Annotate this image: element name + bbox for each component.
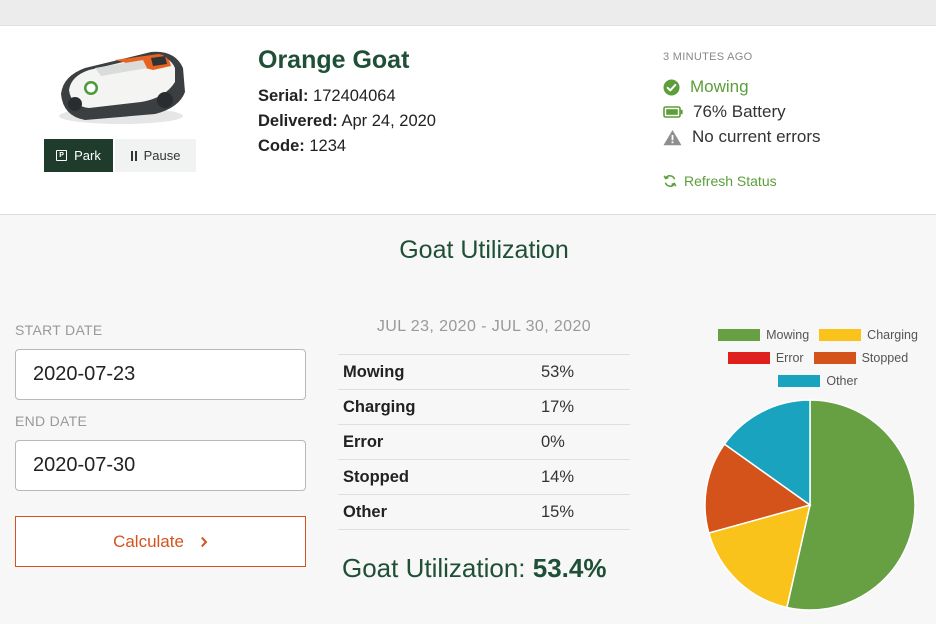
legend-swatch [718,328,761,341]
table-row: Mowing 53% [338,354,630,390]
legend-swatch [813,351,856,364]
legend-label: Stopped [861,350,909,365]
serial-value: 172404064 [313,87,396,105]
utilization-total-label: Goat Utilization: [342,553,526,583]
date-range: JUL 23, 2020 - JUL 30, 2020 [376,318,592,335]
mower-image [59,51,185,124]
chevron-right-icon [201,536,208,547]
pie-legend: Mowing Charging Error Stopped Other [700,323,936,392]
goat-card: P Park Pause Orange Goat Serial: 1724040… [0,26,936,215]
end-date-input[interactable] [15,440,306,491]
pie-slice-stopped[interactable] [704,443,812,534]
utilization-table: Mowing 53% Charging 17% Error 0% Stopped… [338,354,630,530]
start-date-input[interactable] [15,349,306,400]
legend-swatch [819,328,862,341]
status-errors-text: No current errors [692,127,821,146]
utilization-title: Goat Utilization [399,236,569,264]
code-value: 1234 [309,137,347,155]
category-cell: Stopped [338,459,541,495]
start-date-label: START DATE [15,322,103,338]
category-cell: Other [338,494,541,530]
legend-swatch [727,351,770,364]
percent-cell: 17% [541,389,630,425]
status-errors: No current errors [663,127,820,147]
status-mowing: Mowing [663,77,749,97]
warning-icon [663,129,682,145]
percent-cell: 15% [541,494,630,530]
legend-item-mowing[interactable]: Mowing [718,328,809,342]
pause-button[interactable]: Pause [115,139,196,172]
battery-icon [663,106,683,118]
status-mowing-text: Mowing [690,77,749,96]
status-battery: 76% Battery [663,102,786,122]
legend-label: Mowing [766,327,810,342]
table-row: Charging 17% [338,389,630,425]
pie-slice-other[interactable] [723,399,811,507]
goat-name: Orange Goat [258,46,410,74]
category-cell: Mowing [338,354,541,390]
delivered-label: Delivered: [258,112,338,130]
serial-line: Serial: 172404064 [258,87,396,106]
category-cell: Error [338,424,541,460]
code-line: Code: 1234 [258,137,346,156]
legend-label: Error [775,350,804,365]
utilization-pie-chart [704,399,916,611]
top-strip [0,0,936,26]
refresh-status-link[interactable]: Refresh Status [663,173,777,189]
refresh-icon [663,175,677,187]
legend-swatch [778,374,821,387]
delivered-line: Delivered: Apr 24, 2020 [258,112,436,131]
calculate-button[interactable]: Calculate [15,516,306,567]
end-date-label: END DATE [15,413,88,429]
check-circle-icon [663,79,680,95]
percent-cell: 14% [541,459,630,495]
serial-label: Serial: [258,87,309,105]
pause-label: Pause [143,148,181,163]
category-cell: Charging [338,389,541,425]
refresh-label: Refresh Status [684,173,777,189]
last-updated: 3 MINUTES AGO [663,51,753,63]
percent-cell: 53% [541,354,630,390]
delivered-value: Apr 24, 2020 [341,112,436,130]
status-battery-text: 76% Battery [693,102,786,121]
utilization-total: Goat Utilization: 53.4% [342,553,607,584]
legend-item-stopped[interactable]: Stopped [813,350,909,365]
legend-item-error[interactable]: Error [727,350,804,365]
pie-slice-mowing[interactable] [785,399,916,611]
calculate-label: Calculate [113,531,184,551]
park-icon: P [56,150,68,161]
table-row: Other 15% [338,494,630,530]
pie-slice-charging[interactable] [707,503,812,609]
table-row: Error 0% [338,424,630,460]
legend-label: Other [826,373,858,388]
utilization-total-value: 53.4% [532,553,607,583]
legend-item-charging[interactable]: Charging [819,328,918,342]
legend-item-other[interactable]: Other [778,373,858,388]
percent-cell: 0% [541,424,630,460]
park-label: Park [74,148,101,163]
table-row: Stopped 14% [338,459,630,495]
park-button[interactable]: P Park [44,139,113,172]
legend-label: Charging [867,327,918,342]
code-label: Code: [258,137,305,155]
pause-icon [130,150,137,161]
